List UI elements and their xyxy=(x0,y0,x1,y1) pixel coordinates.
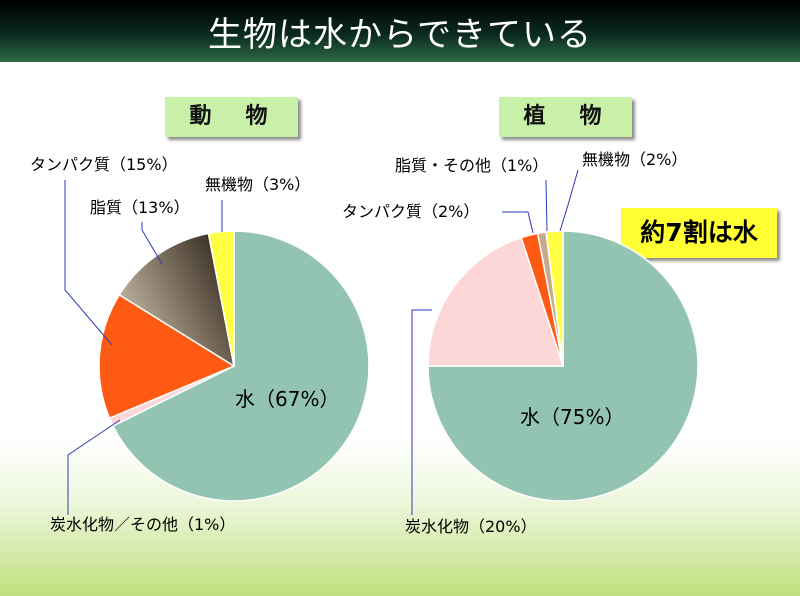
plant-label-mineral: 無機物（2%） xyxy=(582,150,687,169)
animal-label-water: 水（67%） xyxy=(235,387,339,411)
plant-chart-title: 植 物 xyxy=(499,97,632,137)
plant-pie-rim xyxy=(427,230,699,502)
slice-labels: 水（67%） 炭水化物／その他（1%） タンパク質（15%） 脂質（13%） 無機物（3… xyxy=(30,150,687,536)
animal-pie-rim xyxy=(98,230,370,502)
animal-leader-protein xyxy=(64,180,113,346)
plant-label-fat_other_plant: 脂質・その他（1%） xyxy=(395,156,548,175)
animal-label-fat: 脂質（13%） xyxy=(90,198,190,217)
plant-pie xyxy=(427,230,699,502)
plant-label-protein: タンパク質（2%） xyxy=(342,202,479,221)
water-ratio-callout: 約7割は水 xyxy=(621,208,777,258)
plant-label-water: 水（75%） xyxy=(520,405,624,429)
leader-lines xyxy=(64,169,579,515)
animal-leader-fat xyxy=(141,222,163,265)
title-bar: 生物は水からできている xyxy=(0,0,800,62)
plant-leader-fat_other_plant xyxy=(545,179,548,232)
animal-label-carb: 炭水化物／その他（1%） xyxy=(50,515,235,534)
animal-leader-carb xyxy=(67,419,121,515)
slide-title: 生物は水からできている xyxy=(208,15,592,55)
plant-leader-protein xyxy=(502,211,534,234)
animal-label-mineral: 無機物（3%） xyxy=(205,175,310,194)
animal-label-protein: タンパク質（15%） xyxy=(30,155,178,174)
plant-leader-mineral xyxy=(559,169,579,232)
animal-pie xyxy=(98,230,370,502)
animal-chart-title: 動 物 xyxy=(165,97,298,137)
plant-label-carb: 炭水化物（20%） xyxy=(405,517,537,536)
plant-leader-carb xyxy=(411,309,432,515)
